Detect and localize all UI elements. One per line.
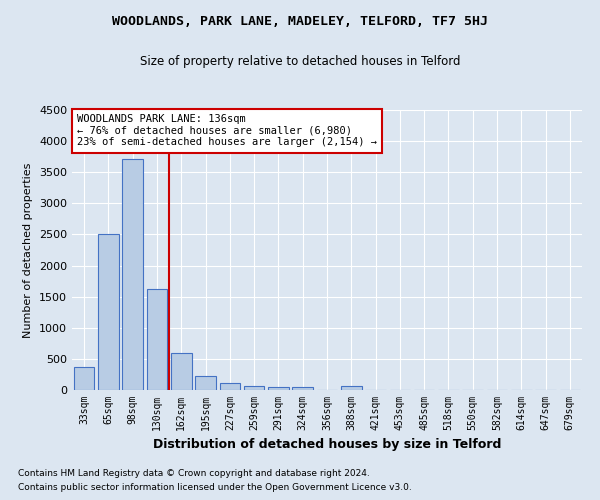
Y-axis label: Number of detached properties: Number of detached properties [23,162,34,338]
Bar [268,387,289,390]
Text: WOODLANDS PARK LANE: 136sqm
← 76% of detached houses are smaller (6,980)
23% of : WOODLANDS PARK LANE: 136sqm ← 76% of det… [77,114,377,148]
Text: Contains public sector information licensed under the Open Government Licence v3: Contains public sector information licen… [18,484,412,492]
Bar [195,376,216,390]
Bar [244,386,265,390]
X-axis label: Distribution of detached houses by size in Telford: Distribution of detached houses by size … [153,438,501,452]
Text: Contains HM Land Registry data © Crown copyright and database right 2024.: Contains HM Land Registry data © Crown c… [18,468,370,477]
Text: WOODLANDS, PARK LANE, MADELEY, TELFORD, TF7 5HJ: WOODLANDS, PARK LANE, MADELEY, TELFORD, … [112,15,488,28]
Text: Size of property relative to detached houses in Telford: Size of property relative to detached ho… [140,55,460,68]
Bar [98,234,119,390]
Bar [292,387,313,390]
Bar [220,383,240,390]
Bar [146,288,167,390]
Bar [74,367,94,390]
Bar [171,354,191,390]
Bar [122,158,143,390]
Bar [341,386,362,390]
